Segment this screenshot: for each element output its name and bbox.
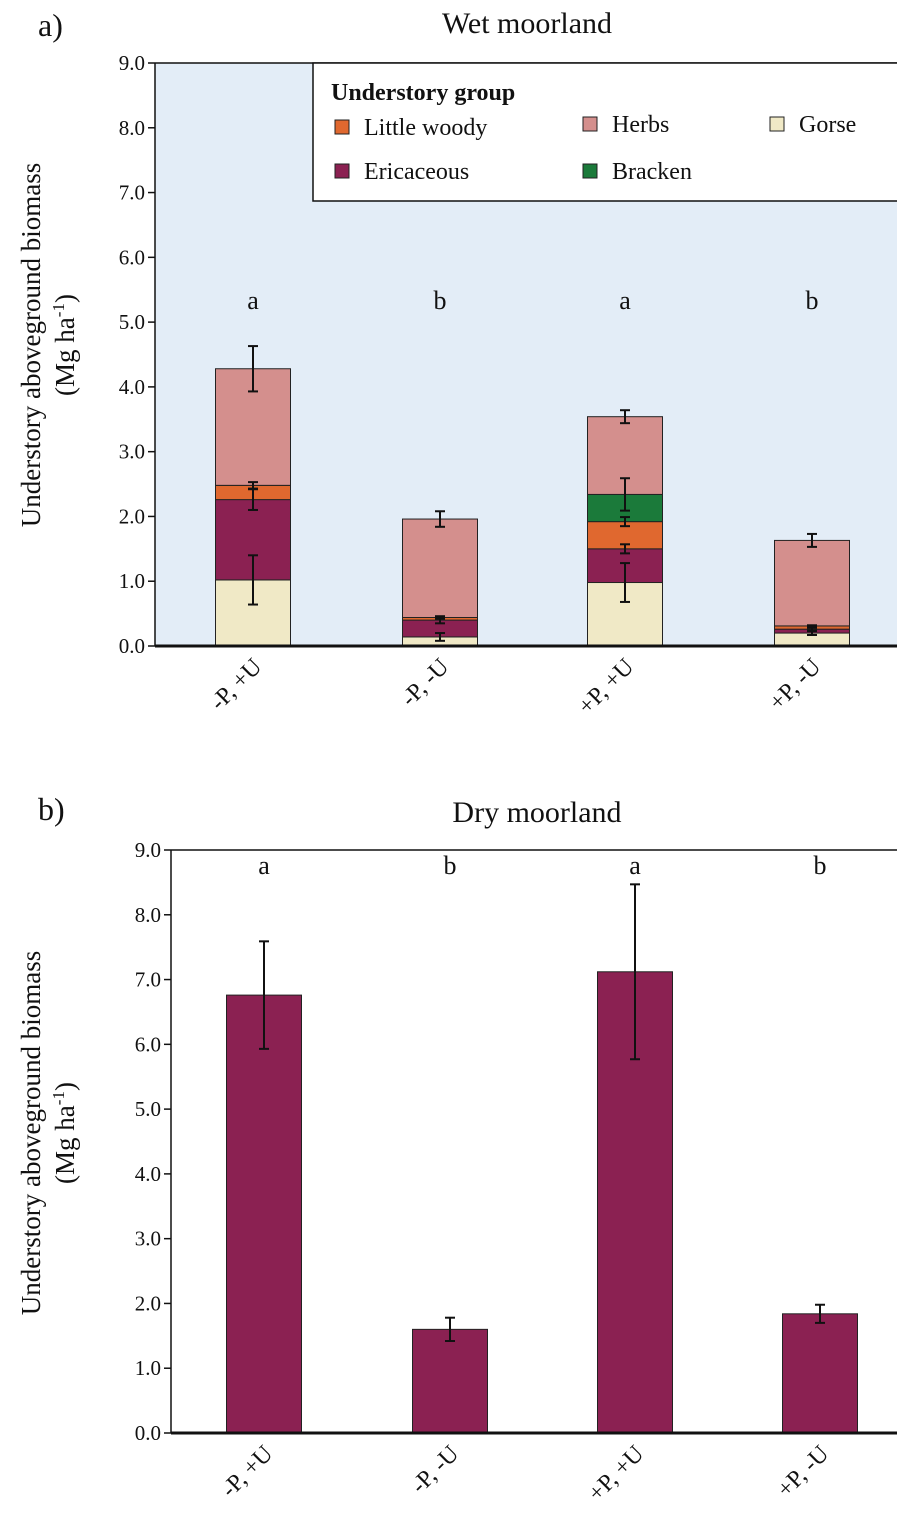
panel-b: b) Dry moorland Understory aboveground b…: [16, 791, 622, 1315]
panel-a-legend-item: Little woody: [364, 115, 487, 141]
panel-a-title: Wet moorland: [442, 7, 612, 40]
panel-b-bar-ericaceous: [226, 994, 302, 1434]
panel-a-x-tick-label: -P, +U: [205, 654, 267, 716]
panel-b-ylabel-unit: (Mg ha-1): [49, 1082, 80, 1184]
panel-a-legend-swatch: [769, 116, 785, 132]
panel-b-x-tick-label: +P, +U: [583, 1441, 649, 1507]
panel-b-ytick-label: 5.0: [135, 1097, 161, 1121]
panel-a-ytick-label: 6.0: [119, 245, 145, 269]
panel-a-legend-title: Understory group: [331, 80, 515, 106]
panel-a-legend-swatch: [334, 119, 350, 135]
panel-a-ylabel-unit: (Mg ha-1): [49, 294, 80, 396]
panel-a-significance-letter: a: [247, 286, 259, 315]
panel-b-label: b): [38, 791, 65, 827]
panel-b-x-tick-label: +P, -U: [772, 1441, 834, 1503]
panel-a-legend-swatch: [582, 163, 598, 179]
panel-b-significance-letter: a: [258, 851, 270, 880]
panel-a-x-tick-label: +P, +U: [573, 654, 639, 720]
panel-a-significance-letter: b: [434, 286, 447, 315]
panel-b-ytick-label: 0.0: [135, 1421, 161, 1445]
panel-a-legend-item: Herbs: [612, 112, 669, 138]
panel-a-label: a): [38, 7, 63, 43]
panel-a-bar-herbs: [774, 539, 850, 627]
panel-a-legend-swatch: [334, 163, 350, 179]
panel-b-ytick-label: 8.0: [135, 903, 161, 927]
panel-b-bar-ericaceous: [412, 1328, 488, 1434]
panel-b-ytick-label: 1.0: [135, 1356, 161, 1380]
panel-b-ytick-label: 7.0: [135, 968, 161, 992]
panel-a: a) Wet moorland Understory aboveground b…: [16, 7, 612, 527]
panel-a-ytick-label: 2.0: [119, 504, 145, 528]
panel-a-ytick-label: 0.0: [119, 634, 145, 658]
panel-a-ytick-label: 5.0: [119, 310, 145, 334]
panel-a-x-tick-label: +P, -U: [764, 654, 826, 716]
panel-a-significance-letter: a: [619, 286, 631, 315]
plot-a: 0.0 1.0 2.0 3.0 4.0 5.0 6.0 7.0 8.0 9.0 a -P, +U b -P…: [119, 51, 897, 720]
panel-a-legend-item: Bracken: [612, 159, 692, 185]
panel-b-significance-letter: a: [629, 851, 641, 880]
panel-b-ytick-label: 9.0: [135, 838, 161, 862]
panel-b-significance-letter: b: [444, 851, 457, 880]
panel-a-legend-swatch: [582, 116, 598, 132]
panel-b-x-tick-label: -P, +U: [216, 1441, 278, 1503]
panel-a-bar-herbs: [402, 518, 478, 618]
panel-b-significance-letter: b: [814, 851, 827, 880]
plot-b: 0.0 1.0 2.0 3.0 4.0 5.0 6.0 7.0 8.0 9.0 a -P, +U b -P…: [135, 838, 897, 1507]
panel-a-legend-box: [312, 62, 897, 202]
panel-a-significance-letter: b: [806, 286, 819, 315]
panel-a-legend-item: Gorse: [799, 112, 856, 138]
panel-a-x-tick-label: -P, -U: [396, 654, 454, 712]
panel-b-x-tick-label: -P, -U: [406, 1441, 464, 1499]
panel-b-ytick-label: 6.0: [135, 1032, 161, 1056]
panel-a-ytick-label: 4.0: [119, 375, 145, 399]
panel-a-legend-item: Ericaceous: [364, 159, 469, 185]
panel-b-ytick-label: 2.0: [135, 1291, 161, 1315]
panel-a-ylabel: Understory aboveground biomass: [16, 163, 46, 527]
panel-a-ytick-label: 9.0: [119, 51, 145, 75]
panel-a-ytick-label: 1.0: [119, 569, 145, 593]
panel-b-title: Dry moorland: [452, 796, 621, 829]
panel-a-ytick-label: 8.0: [119, 116, 145, 140]
panel-a-ylabel-line1: Understory aboveground biomass: [16, 163, 46, 527]
panel-a-ytick-label: 3.0: [119, 440, 145, 464]
panel-b-ytick-label: 4.0: [135, 1162, 161, 1186]
panel-b-ylabel: Understory aboveground biomass: [16, 951, 46, 1315]
panel-b-ytick-label: 3.0: [135, 1227, 161, 1251]
panel-a-ytick-label: 7.0: [119, 181, 145, 205]
panel-b-bar-ericaceous: [782, 1313, 858, 1434]
